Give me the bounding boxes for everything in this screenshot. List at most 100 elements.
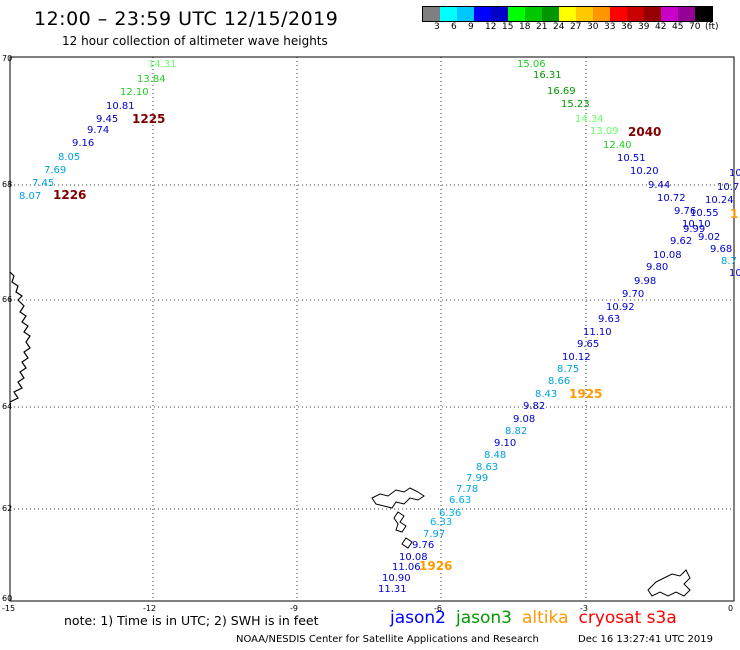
coastlines — [9, 271, 691, 597]
legend-label: 42 — [655, 22, 667, 32]
generated-timestamp: Dec 16 13:27:41 UTC 2019 — [578, 634, 713, 645]
pass-time-label: 2040 — [628, 125, 661, 139]
wave-height-label: 10.55 — [690, 208, 719, 219]
wave-height-label: 10 — [729, 268, 740, 279]
wave-height-labels: 14.31 13.84 12.10 10.81 9.459.74 9.16 8.05 7.69… — [19, 59, 740, 595]
wave-height-label: 9.80 — [646, 262, 668, 273]
wave-height-label: 9.08 — [513, 414, 535, 425]
legend-swatch — [627, 7, 644, 21]
wave-height-label: 9.63 — [598, 314, 620, 325]
wave-height-label: 10.7 — [717, 182, 739, 193]
legend-label: 33 — [604, 22, 616, 32]
pass-time-label: 1225 — [132, 112, 165, 126]
pass-time-label: 1926 — [419, 559, 452, 573]
wave-height-label: 10.81 — [106, 101, 135, 112]
legend-swatch — [644, 7, 661, 21]
legend-swatch — [542, 7, 559, 21]
shetland-islands — [647, 569, 691, 597]
legend-swatch — [457, 7, 474, 21]
wave-height-label: 9.10 — [494, 438, 516, 449]
wave-height-label: 10.72 — [657, 193, 686, 204]
wave-height-label: 11.31 — [378, 584, 407, 595]
note-text: note: 1) Time is in UTC; 2) SWH is in fe… — [64, 613, 319, 628]
wave-height-label: 10.51 — [617, 153, 646, 164]
legend-label: 6 — [451, 22, 457, 32]
wave-height-label: 9.02 — [698, 232, 720, 243]
longitude-label: -9 — [290, 604, 298, 613]
wave-height-label: 8.7 — [721, 256, 737, 267]
wave-height-label: 8.48 — [484, 450, 506, 461]
wave-height-label: 10.24 — [705, 195, 734, 206]
wave-height-label: 10.10 — [682, 219, 711, 230]
faroe-islands — [371, 487, 425, 509]
wave-height-label: 9.65 — [577, 339, 599, 350]
satellite-name: jason3 — [456, 608, 512, 628]
wave-height-label: 9.76 — [412, 540, 434, 551]
wave-height-label: 10.92 — [606, 302, 635, 313]
wave-height-label: 9.45 — [96, 114, 118, 125]
wave-height-label: 11.10 — [583, 327, 612, 338]
legend-swatch — [440, 7, 457, 21]
wave-height-label: 9.62 — [670, 236, 692, 247]
wave-height-label: 8.43 — [535, 389, 557, 400]
wave-height-label: 9.76 — [674, 206, 696, 217]
latitude-label: 68 — [2, 180, 12, 189]
legend-label: 30 — [587, 22, 599, 32]
satellite-name: cryosat s3a — [578, 608, 677, 628]
satellite-name: jason2 — [390, 608, 446, 628]
legend-swatch — [423, 7, 440, 21]
wave-height-label: 8.82 — [505, 426, 527, 437]
page-title: 12:00 – 23:59 UTC 12/15/2019 — [34, 8, 339, 30]
pass-time-label: 1 — [730, 207, 738, 221]
legend-swatch — [576, 7, 593, 21]
wave-height-label: 13.84 — [137, 74, 166, 85]
wave-height-label: 9.98 — [634, 276, 656, 287]
longitude-label: -15 — [2, 604, 15, 613]
longitude-label: -3 — [580, 604, 588, 613]
legend-label: 3 — [434, 22, 440, 32]
legend-swatch — [593, 7, 610, 21]
wave-height-label: 9.74 — [87, 125, 109, 136]
legend-label: 39 — [638, 22, 650, 32]
wave-height-label: 10.12 — [562, 352, 591, 363]
wave-height-label: 7.69 — [44, 165, 66, 176]
wave-height-label: 8.63 — [476, 462, 498, 473]
legend-swatch — [610, 7, 627, 21]
wave-height-label: 10.08 — [653, 250, 682, 261]
wave-height-label: 15.06 — [517, 59, 546, 70]
wave-height-label: 10.08 — [399, 552, 428, 563]
legend-label: 9 — [468, 22, 474, 32]
legend-label: 70 — [689, 22, 701, 32]
legend-swatch — [508, 7, 525, 21]
legend-swatch — [695, 7, 712, 21]
longitude-label: -12 — [143, 604, 156, 613]
legend-label: 24 — [553, 22, 565, 32]
page-subtitle: 12 hour collection of altimeter wave hei… — [62, 34, 328, 48]
pass-time-label: 1925 — [569, 387, 602, 401]
wave-height-label: 9.70 — [622, 289, 644, 300]
legend-swatch — [559, 7, 576, 21]
legend-label: 21 — [536, 22, 548, 32]
axis-ticks: 70 68 66 64 62 60-15 -12 -9 -6 -3 0 — [2, 54, 733, 613]
wave-height-label: 9.82 — [523, 401, 545, 412]
wave-height-label: 14.34 — [575, 114, 604, 125]
pass-time-label: 1226 — [53, 188, 86, 202]
color-legend — [422, 6, 713, 22]
wave-height-label: 6.63 — [449, 495, 471, 506]
wave-height-label: 7.45 — [32, 178, 54, 189]
faroe-islands-south — [393, 511, 407, 533]
credit-text: NOAA/NESDIS Center for Satellite Applica… — [236, 634, 539, 645]
wave-height-label: 16.31 — [533, 70, 562, 81]
wave-height-label: 10.90 — [382, 573, 411, 584]
satellite-name: altika — [522, 608, 569, 628]
legend-swatch — [678, 7, 695, 21]
latitude-label: 66 — [2, 295, 12, 304]
wave-height-label: 15.23 — [561, 99, 590, 110]
wave-height-label: 12.40 — [603, 140, 632, 151]
map-frame — [9, 56, 735, 602]
wave-height-label: 8.07 — [19, 191, 41, 202]
wave-height-label: 6.36 — [439, 508, 461, 519]
longitude-label: -6 — [434, 604, 442, 613]
wave-height-label: 8.66 — [548, 376, 570, 387]
